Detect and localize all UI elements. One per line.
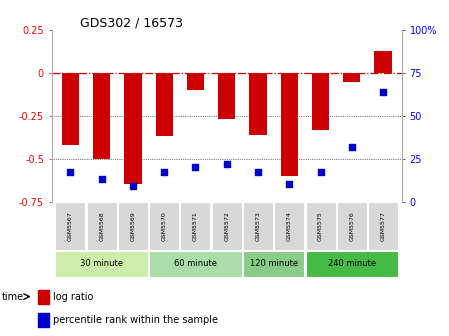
Text: time: time bbox=[2, 292, 24, 302]
Text: GSM5570: GSM5570 bbox=[162, 211, 167, 241]
Bar bbox=[249, 73, 267, 135]
Text: GSM5576: GSM5576 bbox=[349, 211, 354, 241]
Bar bbox=[38, 313, 49, 327]
Point bbox=[161, 170, 168, 175]
Point bbox=[379, 89, 387, 95]
Bar bbox=[38, 290, 49, 304]
Bar bbox=[93, 73, 110, 159]
Point bbox=[223, 161, 230, 167]
Bar bbox=[55, 251, 148, 277]
Bar bbox=[55, 202, 85, 250]
Bar bbox=[243, 251, 304, 277]
Bar bbox=[305, 251, 398, 277]
Bar bbox=[337, 202, 367, 250]
Text: GSM5567: GSM5567 bbox=[68, 211, 73, 241]
Text: GSM5577: GSM5577 bbox=[381, 211, 386, 241]
Text: percentile rank within the sample: percentile rank within the sample bbox=[53, 316, 218, 326]
Text: GSM5571: GSM5571 bbox=[193, 211, 198, 241]
Text: 240 minute: 240 minute bbox=[328, 259, 376, 268]
Text: GSM5568: GSM5568 bbox=[99, 211, 104, 241]
Bar bbox=[312, 73, 329, 130]
Bar bbox=[305, 202, 335, 250]
Point bbox=[286, 182, 293, 187]
Text: GSM5572: GSM5572 bbox=[224, 211, 229, 241]
Point bbox=[192, 165, 199, 170]
Bar bbox=[87, 202, 117, 250]
Text: GDS302 / 16573: GDS302 / 16573 bbox=[79, 16, 183, 29]
Bar bbox=[274, 202, 304, 250]
Text: GSM5575: GSM5575 bbox=[318, 211, 323, 241]
Text: 30 minute: 30 minute bbox=[80, 259, 123, 268]
Bar bbox=[343, 73, 361, 82]
Bar bbox=[149, 251, 242, 277]
Bar bbox=[218, 73, 235, 119]
Point bbox=[129, 183, 136, 189]
Bar bbox=[243, 202, 273, 250]
Point bbox=[255, 170, 262, 175]
Text: GSM5569: GSM5569 bbox=[131, 211, 136, 241]
Bar bbox=[149, 202, 179, 250]
Bar bbox=[374, 51, 392, 73]
Bar bbox=[118, 202, 148, 250]
Text: 60 minute: 60 minute bbox=[174, 259, 217, 268]
Bar bbox=[180, 202, 211, 250]
Bar bbox=[124, 73, 141, 184]
Point bbox=[317, 170, 324, 175]
Bar bbox=[281, 73, 298, 176]
Bar bbox=[187, 73, 204, 90]
Bar bbox=[212, 202, 242, 250]
Text: GSM5573: GSM5573 bbox=[255, 211, 260, 241]
Point bbox=[67, 170, 74, 175]
Bar bbox=[368, 202, 398, 250]
Text: log ratio: log ratio bbox=[53, 292, 93, 302]
Point bbox=[98, 177, 105, 182]
Text: 120 minute: 120 minute bbox=[250, 259, 298, 268]
Text: GSM5574: GSM5574 bbox=[287, 211, 292, 241]
Point bbox=[348, 144, 356, 150]
Bar bbox=[62, 73, 79, 145]
Bar bbox=[156, 73, 173, 136]
